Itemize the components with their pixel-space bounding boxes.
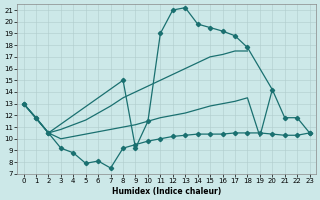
X-axis label: Humidex (Indice chaleur): Humidex (Indice chaleur) — [112, 187, 221, 196]
